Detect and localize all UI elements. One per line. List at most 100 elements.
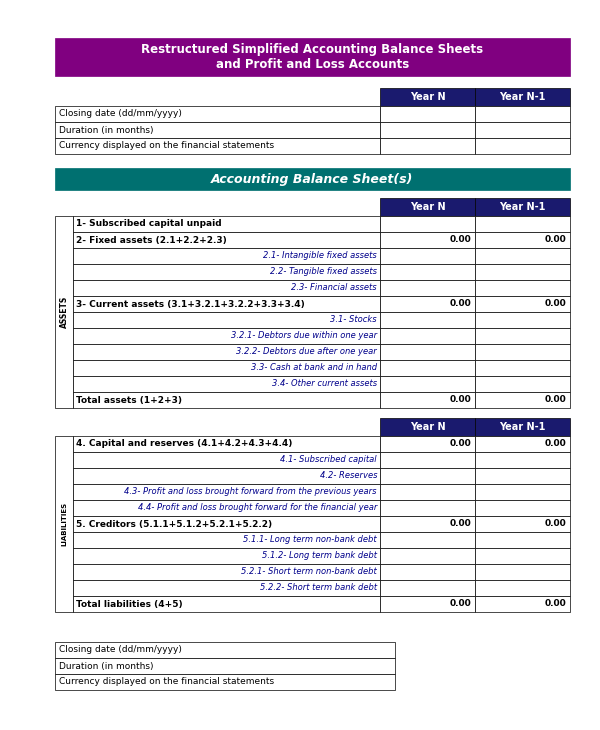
Text: 0.00: 0.00 <box>544 439 566 448</box>
Bar <box>73 232 380 248</box>
Text: 3.4- Other current assets: 3.4- Other current assets <box>272 380 377 388</box>
Bar <box>380 532 475 548</box>
Bar <box>380 580 475 596</box>
Bar <box>475 436 570 452</box>
Text: 0.00: 0.00 <box>449 599 471 609</box>
Bar <box>475 122 570 138</box>
Text: Year N: Year N <box>410 422 445 432</box>
Bar <box>380 138 475 154</box>
Bar <box>55 674 395 690</box>
Bar <box>73 516 380 532</box>
Bar <box>73 296 380 312</box>
Bar <box>380 500 475 516</box>
Text: 3.1- Stocks: 3.1- Stocks <box>331 315 377 325</box>
Bar <box>380 376 475 392</box>
Bar <box>475 344 570 360</box>
Text: 0.00: 0.00 <box>544 299 566 309</box>
Bar <box>73 436 380 452</box>
Bar <box>475 280 570 296</box>
Bar <box>73 328 380 344</box>
Bar <box>380 232 475 248</box>
Bar <box>380 436 475 452</box>
Bar <box>475 452 570 468</box>
Text: Duration (in months): Duration (in months) <box>59 126 154 134</box>
Bar <box>475 532 570 548</box>
Bar <box>380 418 475 436</box>
Bar <box>475 312 570 328</box>
Text: 3.3- Cash at bank and in hand: 3.3- Cash at bank and in hand <box>251 364 377 372</box>
Text: 3.2.2- Debtors due after one year: 3.2.2- Debtors due after one year <box>236 347 377 356</box>
Bar <box>475 500 570 516</box>
Bar <box>55 168 570 190</box>
Text: 0.00: 0.00 <box>449 520 471 529</box>
Text: Year N: Year N <box>410 202 445 212</box>
Text: Total assets (1+2+3): Total assets (1+2+3) <box>76 396 182 404</box>
Text: 4.3- Profit and loss brought forward from the previous years: 4.3- Profit and loss brought forward fro… <box>125 488 377 496</box>
Text: 5.2.2- Short term bank debt: 5.2.2- Short term bank debt <box>260 583 377 593</box>
Bar <box>73 360 380 376</box>
Bar <box>380 198 475 216</box>
Text: 2.2- Tangible fixed assets: 2.2- Tangible fixed assets <box>270 267 377 277</box>
Bar <box>73 344 380 360</box>
Text: Year N-1: Year N-1 <box>499 202 545 212</box>
Bar <box>380 548 475 564</box>
Text: 2.3- Financial assets: 2.3- Financial assets <box>292 283 377 293</box>
Text: 4.1- Subscribed capital: 4.1- Subscribed capital <box>280 456 377 464</box>
Bar <box>475 516 570 532</box>
Bar <box>380 264 475 280</box>
Bar <box>380 360 475 376</box>
Bar <box>475 468 570 484</box>
Text: 2.1- Intangible fixed assets: 2.1- Intangible fixed assets <box>263 252 377 261</box>
Bar <box>475 328 570 344</box>
Bar <box>73 500 380 516</box>
Bar <box>380 344 475 360</box>
Bar <box>55 138 380 154</box>
Bar <box>380 328 475 344</box>
Text: 4. Capital and reserves (4.1+4.2+4.3+4.4): 4. Capital and reserves (4.1+4.2+4.3+4.4… <box>76 439 292 448</box>
Bar <box>380 392 475 408</box>
Text: Duration (in months): Duration (in months) <box>59 661 154 670</box>
Bar <box>73 248 380 264</box>
Bar <box>475 580 570 596</box>
Bar <box>380 484 475 500</box>
Bar <box>380 296 475 312</box>
Bar <box>73 532 380 548</box>
Bar <box>475 88 570 106</box>
Bar <box>475 392 570 408</box>
Text: 0.00: 0.00 <box>449 396 471 404</box>
Bar <box>475 138 570 154</box>
Bar <box>380 468 475 484</box>
Text: 5.1.1- Long term non-bank debt: 5.1.1- Long term non-bank debt <box>244 536 377 545</box>
Text: Year N-1: Year N-1 <box>499 422 545 432</box>
Bar <box>475 596 570 612</box>
Text: 1- Subscribed capital unpaid: 1- Subscribed capital unpaid <box>76 220 221 228</box>
Bar <box>475 198 570 216</box>
Bar <box>55 122 380 138</box>
Bar <box>475 484 570 500</box>
Bar <box>55 106 380 122</box>
Text: 0.00: 0.00 <box>544 396 566 404</box>
Text: 2- Fixed assets (2.1+2.2+2.3): 2- Fixed assets (2.1+2.2+2.3) <box>76 236 227 245</box>
Bar <box>73 452 380 468</box>
Text: LIABILITIES: LIABILITIES <box>61 502 67 546</box>
Text: 5.1.2- Long term bank debt: 5.1.2- Long term bank debt <box>262 551 377 561</box>
Bar <box>380 88 475 106</box>
Text: Closing date (dd/mm/yyyy): Closing date (dd/mm/yyyy) <box>59 645 182 655</box>
Bar <box>73 580 380 596</box>
Bar <box>380 564 475 580</box>
Bar <box>380 452 475 468</box>
Bar <box>380 248 475 264</box>
Text: Restructured Simplified Accounting Balance Sheets
and Profit and Loss Accounts: Restructured Simplified Accounting Balan… <box>142 43 484 71</box>
Bar <box>73 596 380 612</box>
Bar <box>380 596 475 612</box>
Text: 0.00: 0.00 <box>544 599 566 609</box>
Text: 5.2.1- Short term non-bank debt: 5.2.1- Short term non-bank debt <box>241 567 377 577</box>
Text: ASSETS: ASSETS <box>59 296 68 328</box>
Bar <box>73 564 380 580</box>
Bar <box>475 216 570 232</box>
Text: 5. Creditors (5.1.1+5.1.2+5.2.1+5.2.2): 5. Creditors (5.1.1+5.1.2+5.2.1+5.2.2) <box>76 520 272 529</box>
Bar <box>55 436 73 612</box>
Text: Total liabilities (4+5): Total liabilities (4+5) <box>76 599 182 609</box>
Bar <box>73 484 380 500</box>
Text: 4.2- Reserves: 4.2- Reserves <box>320 472 377 480</box>
